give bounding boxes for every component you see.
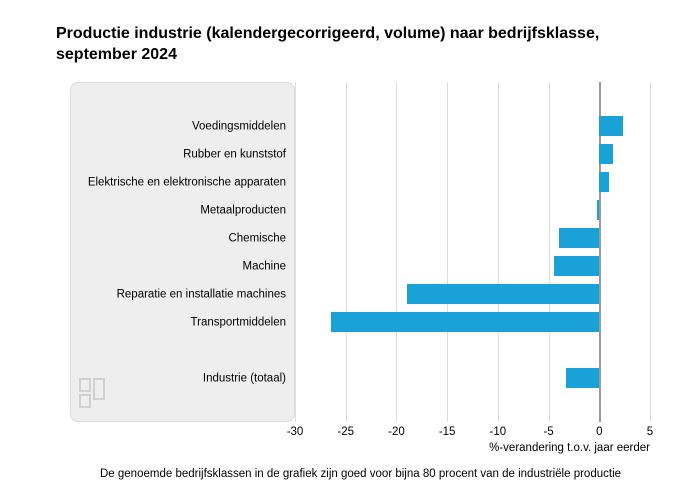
y-axis-label: Reparatie en installatie machines <box>76 288 286 301</box>
x-tick-label: -20 <box>388 426 405 438</box>
bar <box>599 144 613 164</box>
grid-line <box>447 82 448 422</box>
bar <box>599 172 609 192</box>
grid-line <box>346 82 347 422</box>
page: Productie industrie (kalendergecorrigeer… <box>0 0 700 500</box>
x-tick-label: 5 <box>647 426 653 438</box>
x-axis-title: %-verandering t.o.v. jaar eerder <box>489 442 650 454</box>
chart-footnote: De genoemde bedrijfsklassen in de grafie… <box>100 468 660 480</box>
grid-line <box>295 82 296 422</box>
x-tick-label: -25 <box>337 426 354 438</box>
bar <box>331 312 600 332</box>
y-axis-label-panel: Voedingsmiddelen Rubber en kunststof Elekt… <box>70 82 295 422</box>
bar <box>566 368 599 388</box>
y-axis-label: Rubber en kunststof <box>76 148 286 161</box>
bar <box>599 116 622 136</box>
y-axis-label: Metaalproducten <box>76 204 286 217</box>
x-tick-label: 0 <box>596 426 602 438</box>
chart-title: Productie industrie (kalendergecorrigeer… <box>56 24 656 66</box>
x-tick-label: -5 <box>543 426 553 438</box>
y-axis-label: Machine <box>76 260 286 273</box>
chart-area: Voedingsmiddelen Rubber en kunststof Elekt… <box>70 82 650 422</box>
bar <box>554 256 600 276</box>
y-axis-label: Industrie (totaal) <box>76 372 286 385</box>
y-axis-label: Chemische <box>76 232 286 245</box>
grid-line <box>650 82 651 422</box>
grid-line <box>498 82 499 422</box>
bar <box>559 228 600 248</box>
bar <box>597 200 599 220</box>
y-axis-label: Voedingsmiddelen <box>76 120 286 133</box>
grid-line <box>549 82 550 422</box>
y-axis-label: Transportmiddelen <box>76 316 286 329</box>
y-axis-label: Elektrische en elektronische apparaten <box>76 176 286 189</box>
bar <box>407 284 600 304</box>
x-tick-label: -30 <box>287 426 304 438</box>
plot-area: -30-25-20-15-10-505%-verandering t.o.v. … <box>295 82 650 422</box>
x-tick-label: -15 <box>439 426 456 438</box>
grid-line <box>396 82 397 422</box>
x-tick-label: -10 <box>490 426 507 438</box>
